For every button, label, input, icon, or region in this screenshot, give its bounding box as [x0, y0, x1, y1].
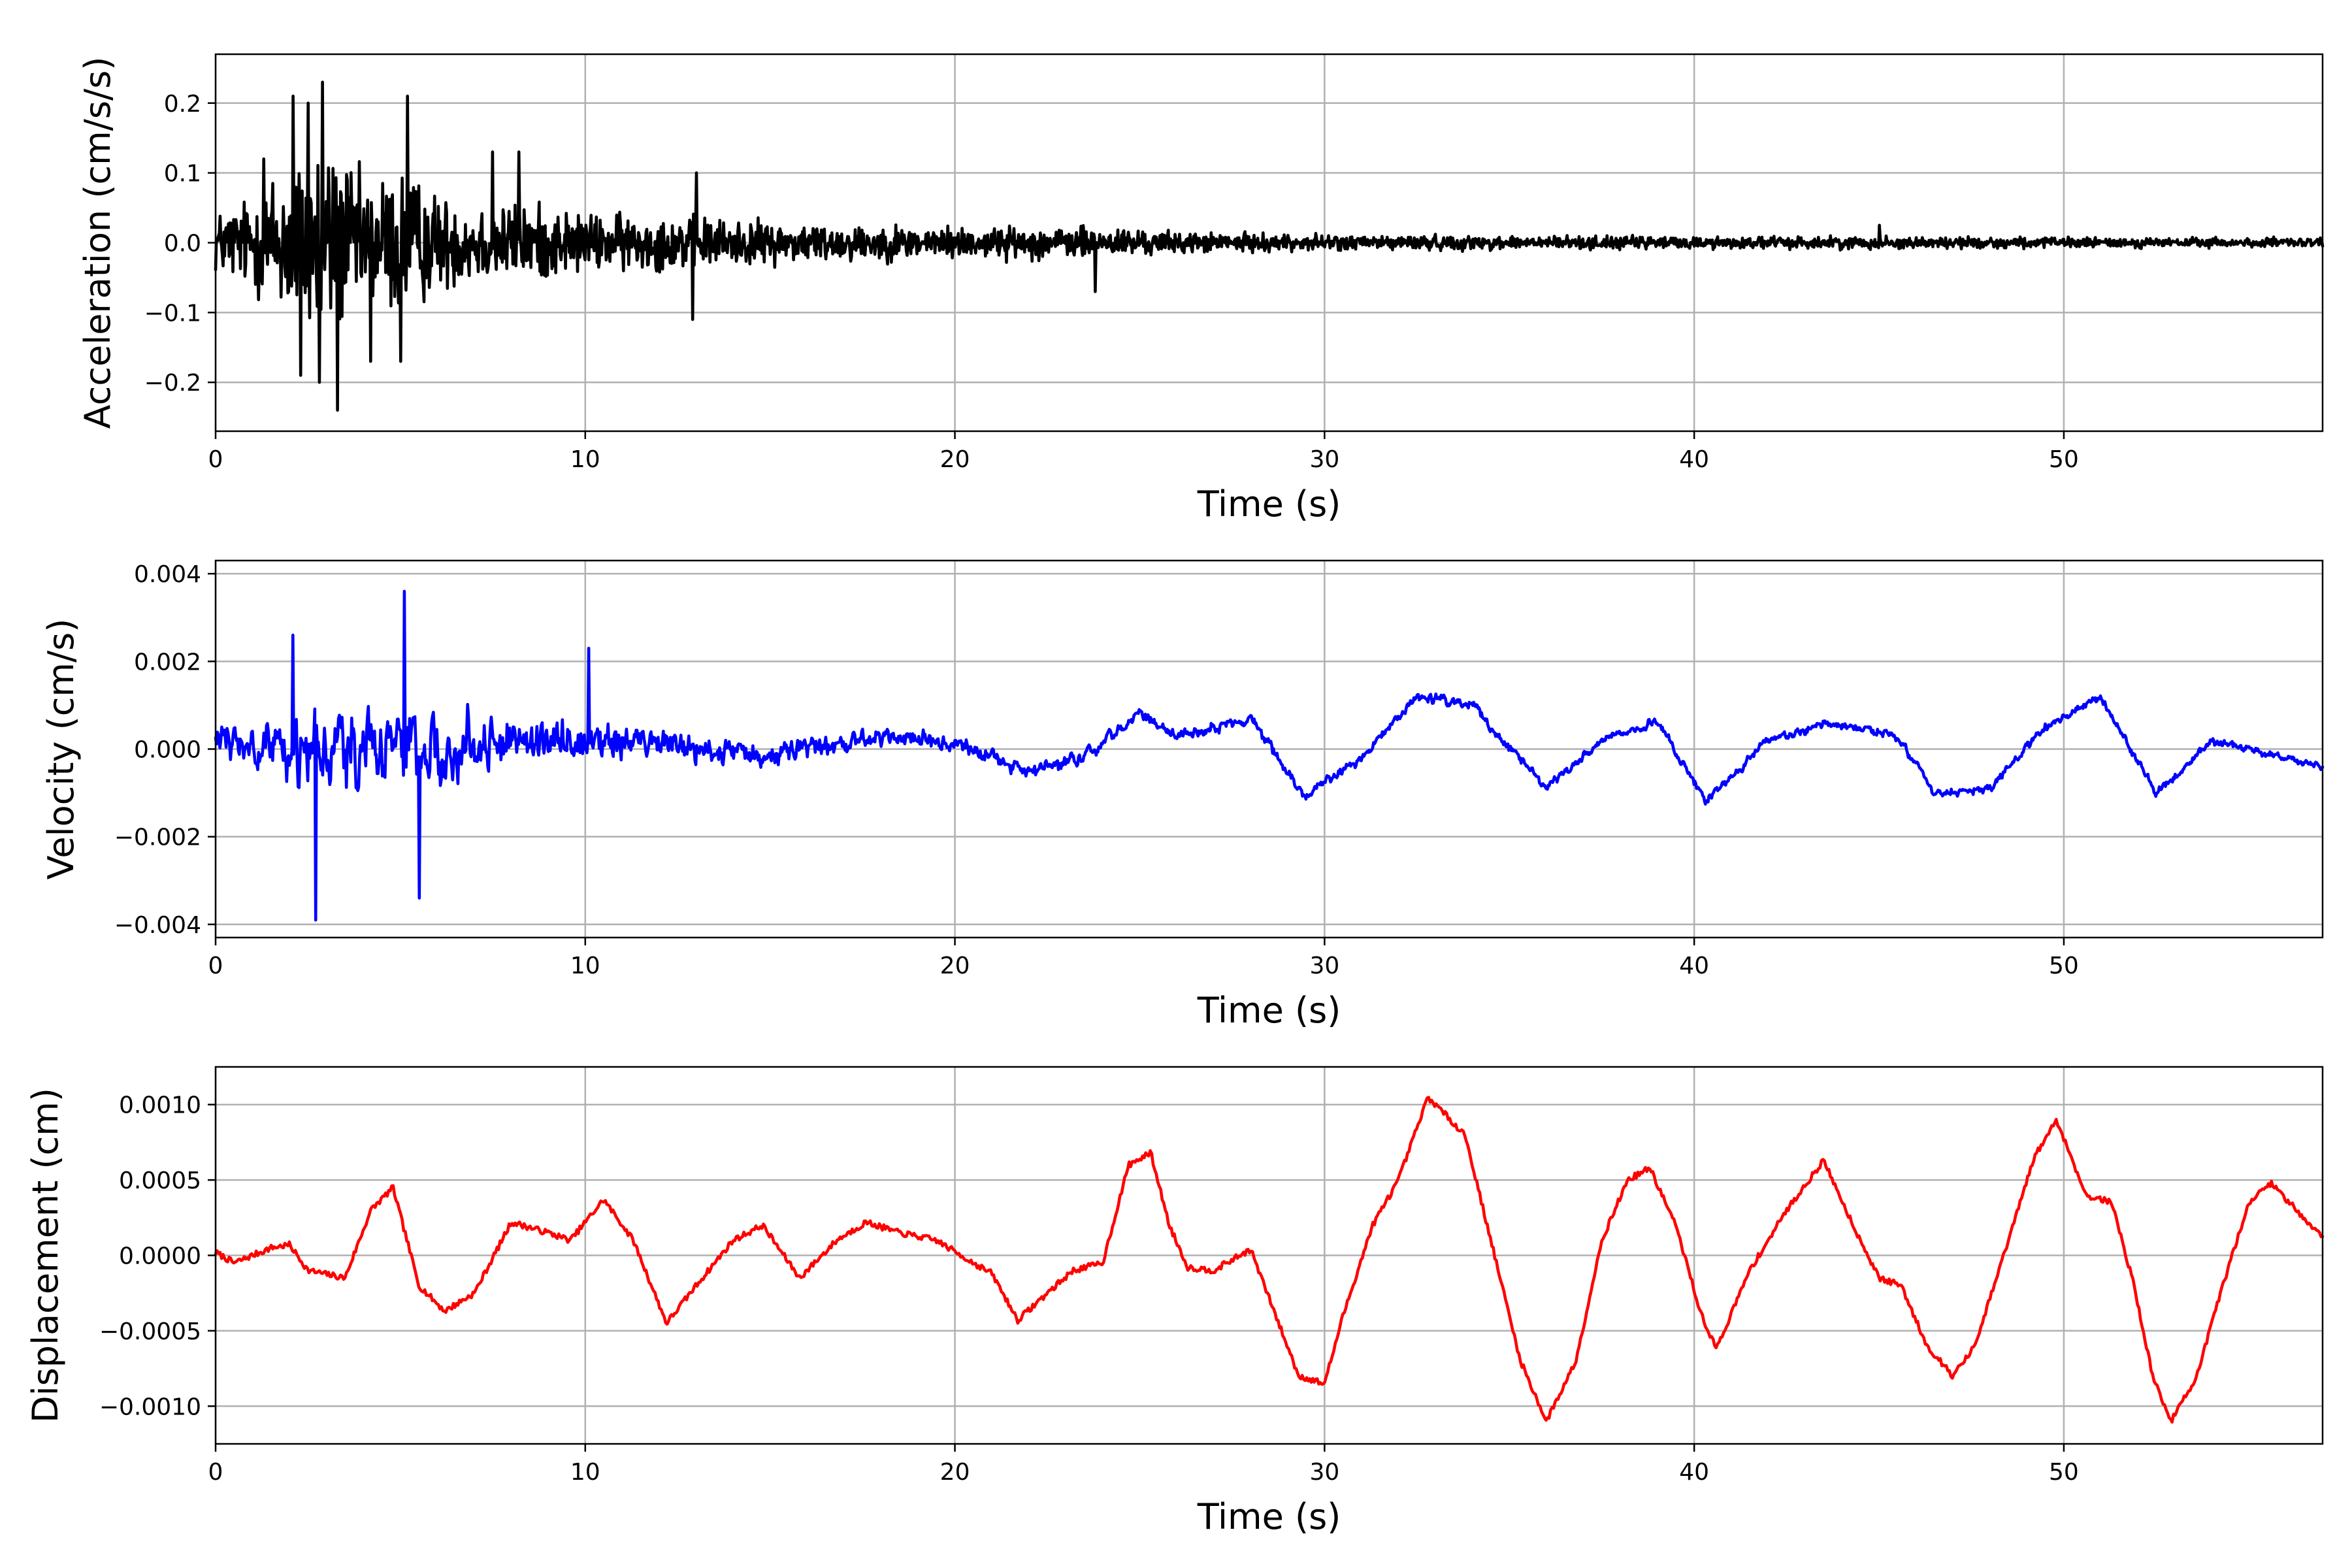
- velocity-x-tick-label: 20: [940, 953, 970, 979]
- velocity-y-tick-label: −0.004: [114, 912, 201, 939]
- displacement-x-tick-label: 10: [570, 1459, 600, 1486]
- acceleration-x-axis-title: Time (s): [1197, 483, 1341, 525]
- velocity-x-tick-label: 0: [208, 953, 223, 979]
- acceleration-y-tick-label: −0.1: [144, 300, 201, 327]
- displacement-y-tick-label: 0.0000: [119, 1243, 201, 1270]
- displacement-y-tick-label: 0.0010: [119, 1092, 201, 1119]
- velocity-x-tick-label: 40: [1679, 953, 1709, 979]
- velocity-series-line: [214, 589, 2325, 922]
- acceleration-y-tick-label: 0.1: [164, 161, 201, 188]
- velocity-x-axis-title: Time (s): [1197, 990, 1341, 1031]
- acceleration-x-tick-label: 50: [2049, 446, 2079, 473]
- acceleration-y-tick-label: −0.2: [144, 370, 201, 397]
- displacement-x-axis-title: Time (s): [1197, 1496, 1341, 1537]
- acceleration-y-axis-title: Acceleration (cm/s/s): [77, 57, 118, 429]
- acceleration-y-tick-label: 0.2: [164, 91, 201, 118]
- acceleration-y-tick-label: 0.0: [164, 231, 201, 257]
- velocity-y-tick-label: 0.000: [134, 737, 201, 764]
- displacement-y-tick-label: −0.0010: [99, 1394, 201, 1420]
- displacement-x-tick-label: 40: [1679, 1459, 1709, 1486]
- acceleration-x-tick-label: 30: [1309, 446, 1339, 473]
- velocity-x-tick-label: 10: [570, 953, 600, 979]
- velocity-y-tick-label: 0.004: [134, 561, 201, 588]
- displacement-x-tick-label: 20: [940, 1459, 970, 1486]
- velocity-x-tick-label: 50: [2049, 953, 2079, 979]
- displacement-x-tick-label: 0: [208, 1459, 223, 1486]
- velocity-y-tick-label: −0.002: [114, 825, 201, 851]
- velocity-x-tick-label: 30: [1309, 953, 1339, 979]
- displacement-y-tick-label: −0.0005: [99, 1318, 201, 1345]
- acceleration-x-tick-label: 20: [940, 446, 970, 473]
- velocity-y-tick-label: 0.002: [134, 649, 201, 676]
- acceleration-panel: 0 10 20 30 40 50 0.2 0.1 0.0 −0.1 −0.2 Time (s) Acce…: [77, 53, 2325, 525]
- displacement-x-tick-label: 30: [1309, 1459, 1339, 1486]
- acceleration-x-tick-label: 40: [1679, 446, 1709, 473]
- displacement-x-tick-label: 50: [2049, 1459, 2079, 1486]
- acceleration-series-line: [214, 80, 2325, 412]
- velocity-panel: 0 10 20 30 40 50 0.004 0.002 0.000 −0.002 −0.004 Ti…: [41, 559, 2325, 1031]
- velocity-y-axis-title: Velocity (cm/s): [41, 619, 82, 880]
- displacement-series-line: [214, 1096, 2325, 1424]
- acceleration-x-tick-label: 10: [570, 446, 600, 473]
- acceleration-x-tick-label: 0: [208, 446, 223, 473]
- displacement-y-tick-label: 0.0005: [119, 1168, 201, 1194]
- displacement-panel: 0 10 20 30 40 50 0.0010 0.0005 0.0000 −0.0005 −0.0…: [25, 1066, 2325, 1537]
- displacement-y-axis-title: Displacement (cm): [25, 1088, 66, 1423]
